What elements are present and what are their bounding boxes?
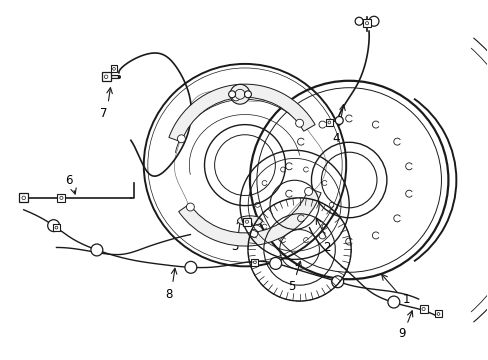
Circle shape (104, 75, 108, 78)
Text: 7: 7 (100, 107, 108, 120)
Bar (110, 66, 117, 72)
Circle shape (186, 203, 194, 211)
Circle shape (368, 16, 378, 26)
Wedge shape (168, 84, 314, 142)
Circle shape (387, 296, 399, 308)
Circle shape (48, 220, 60, 231)
Circle shape (177, 135, 185, 143)
Text: 9: 9 (397, 327, 405, 340)
Text: 3: 3 (231, 240, 238, 253)
Circle shape (91, 244, 102, 256)
Circle shape (228, 91, 235, 98)
Circle shape (230, 84, 249, 104)
Circle shape (304, 188, 312, 195)
Text: 8: 8 (164, 288, 172, 301)
Bar (53, 224, 60, 231)
Bar (434, 310, 441, 318)
Bar (102, 72, 110, 81)
Circle shape (253, 261, 256, 264)
Circle shape (112, 67, 115, 70)
Text: 5: 5 (287, 280, 295, 293)
Wedge shape (178, 188, 321, 246)
Circle shape (327, 121, 330, 124)
Circle shape (331, 276, 343, 288)
Circle shape (244, 91, 251, 98)
Bar (57, 194, 65, 202)
Circle shape (295, 119, 303, 127)
Circle shape (22, 196, 25, 200)
Circle shape (184, 261, 196, 273)
Circle shape (365, 22, 368, 25)
Circle shape (60, 196, 63, 199)
Text: 4: 4 (332, 132, 339, 145)
Ellipse shape (237, 216, 262, 226)
Bar (325, 119, 332, 126)
Bar (251, 259, 258, 266)
Circle shape (245, 220, 248, 223)
Text: 6: 6 (65, 174, 73, 186)
Circle shape (335, 117, 343, 125)
Circle shape (436, 312, 439, 315)
Circle shape (421, 307, 425, 311)
Circle shape (235, 89, 244, 99)
Bar (19, 193, 28, 202)
Text: 2: 2 (323, 241, 330, 254)
Circle shape (249, 229, 258, 237)
Bar (362, 19, 370, 27)
Bar (419, 305, 427, 313)
Circle shape (55, 226, 58, 229)
Circle shape (354, 17, 362, 25)
Text: 1: 1 (402, 293, 409, 306)
Circle shape (269, 257, 281, 269)
Circle shape (232, 93, 240, 101)
Bar (243, 218, 250, 226)
